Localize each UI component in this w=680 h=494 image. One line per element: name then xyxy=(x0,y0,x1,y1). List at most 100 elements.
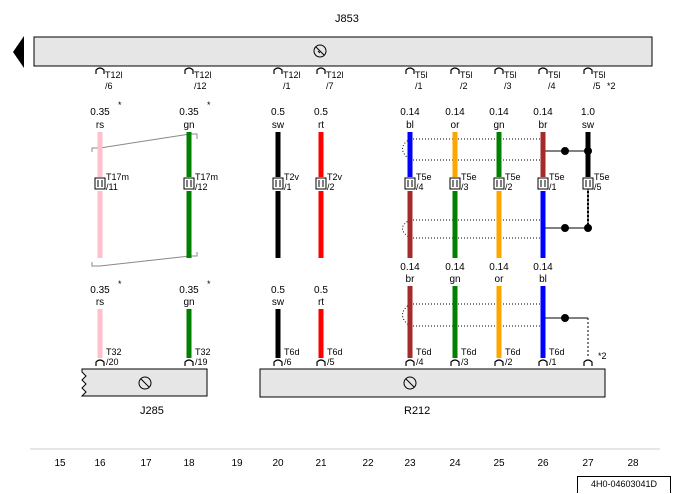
wire-size-label: 1.0 xyxy=(581,107,595,118)
note-mark: * xyxy=(118,279,122,289)
middle-connector-18 xyxy=(183,177,195,190)
column-number: 15 xyxy=(54,458,66,469)
wire-color-label: sw xyxy=(272,297,285,308)
pin-symbol-bottom-20 xyxy=(273,359,283,366)
ground-icon xyxy=(403,376,417,390)
component-label-j853: J853 xyxy=(335,13,359,25)
pin-symbol-bottom-26 xyxy=(538,359,548,366)
bracket-lines xyxy=(91,133,198,267)
wire-size-label: 0.35 xyxy=(90,107,110,118)
wire-size-label: 0.14 xyxy=(445,107,465,118)
pin-label: /1 xyxy=(549,182,557,192)
column-number: 28 xyxy=(627,458,639,469)
shield-note: *2 xyxy=(598,351,607,361)
pin-symbol-bottom-23 xyxy=(405,359,415,366)
wire-size-label: 0.35 xyxy=(179,107,199,118)
wire-color-label: rs xyxy=(96,297,104,308)
pin-label: /2 xyxy=(505,182,513,192)
column-number: 25 xyxy=(493,458,505,469)
pin-label: /3 xyxy=(461,182,469,192)
wire-size-label: 0.35 xyxy=(90,285,110,296)
component-label-j285: J285 xyxy=(140,405,164,417)
pin-label: /1 xyxy=(549,357,557,367)
connector-label: T5l xyxy=(504,70,517,80)
pin-symbol-top-21 xyxy=(316,67,326,74)
back-arrow-icon[interactable] xyxy=(13,36,24,68)
pin-label: /4 xyxy=(416,182,424,192)
wire-color-label: gn xyxy=(449,274,460,285)
wire-color-label: gn xyxy=(183,297,194,308)
pin-label: /6 xyxy=(284,357,292,367)
component-j853 xyxy=(33,36,653,67)
wire-color-label: rs xyxy=(96,120,104,131)
pin-label: /1 xyxy=(415,81,423,91)
wire-color-label: sw xyxy=(272,120,285,131)
pin-symbol-top-24 xyxy=(450,67,460,74)
connector-label: T2v xyxy=(284,172,300,182)
pin-symbol-top-27 xyxy=(583,67,593,74)
connector-label: T5e xyxy=(594,172,610,182)
note-mark: * xyxy=(118,100,122,110)
column-number: 26 xyxy=(537,458,549,469)
pin-label: /1 xyxy=(284,182,292,192)
pin-symbol-bottom-25 xyxy=(494,359,504,366)
pin-label: /2 xyxy=(460,81,468,91)
pin-label: /5 xyxy=(327,357,335,367)
label-layer: T12l/6 0.35 * rs T17m/11 T12l/12 0.35 * gn T17m/1… xyxy=(90,67,616,367)
column-number: 16 xyxy=(94,458,106,469)
wire-size-label: 0.14 xyxy=(533,262,553,273)
pin-symbol-top-26 xyxy=(538,67,548,74)
wire-size-label: 0.5 xyxy=(314,285,328,296)
wire-color-label: gn xyxy=(183,120,194,131)
wire-size-label: 0.35 xyxy=(179,285,199,296)
ground-icon xyxy=(138,376,152,390)
pin-label: /11 xyxy=(106,182,118,192)
note-mark: * xyxy=(207,100,211,110)
middle-connector-23 xyxy=(404,177,416,190)
pin-symbol-top-25 xyxy=(494,67,504,74)
middle-connector-27 xyxy=(582,177,594,190)
wire-size-label: 0.14 xyxy=(445,262,465,273)
connector-label: T5l xyxy=(548,70,561,80)
wire-layer xyxy=(97,132,591,358)
wire-color-label: or xyxy=(495,274,505,285)
wire-size-label: 0.5 xyxy=(271,285,285,296)
column-number: 17 xyxy=(140,458,152,469)
column-numbers: 15 16 17 18 19 20 21 22 23 24 25 26 27 28 xyxy=(54,458,639,469)
pin-label: /12 xyxy=(194,81,207,91)
connector-label: T6d xyxy=(549,347,565,357)
pin-label: /4 xyxy=(548,81,556,91)
pin-label: /7 xyxy=(326,81,334,91)
connector-label: T5l xyxy=(593,70,606,80)
connector-label: T6d xyxy=(416,347,432,357)
connector-label: T12l xyxy=(105,70,123,80)
column-number: 23 xyxy=(404,458,416,469)
wire-color-label: gn xyxy=(493,120,504,131)
pin-label: /5 xyxy=(594,182,602,192)
note-mark: * xyxy=(207,279,211,289)
column-number: 22 xyxy=(362,458,374,469)
connector-label: T6d xyxy=(461,347,477,357)
pin-symbol-bottom-21 xyxy=(316,359,326,366)
connector-label: T5l xyxy=(460,70,473,80)
connector-label: T32 xyxy=(106,347,122,357)
pin-label: /4 xyxy=(416,357,424,367)
connector-label: T12l xyxy=(283,70,301,80)
wire-size-label: 0.14 xyxy=(489,262,509,273)
connector-label: T17m xyxy=(106,172,129,182)
connector-label: T6d xyxy=(505,347,521,357)
wire-size-label: 0.14 xyxy=(533,107,553,118)
wire-color-label: bl xyxy=(539,274,547,285)
pin-label: /12 xyxy=(195,182,208,192)
wire-color-label: rt xyxy=(318,120,324,131)
pin-symbol-bottom-18 xyxy=(184,359,194,366)
column-number: 19 xyxy=(231,458,243,469)
wire-color-label: or xyxy=(451,120,461,131)
pin-label: /5 xyxy=(593,81,601,91)
pin-symbol-bottom-27 xyxy=(583,359,593,366)
column-number: 27 xyxy=(582,458,594,469)
connector-label: T2v xyxy=(327,172,343,182)
note-mark: *2 xyxy=(607,81,616,91)
connector-label: T5e xyxy=(461,172,477,182)
